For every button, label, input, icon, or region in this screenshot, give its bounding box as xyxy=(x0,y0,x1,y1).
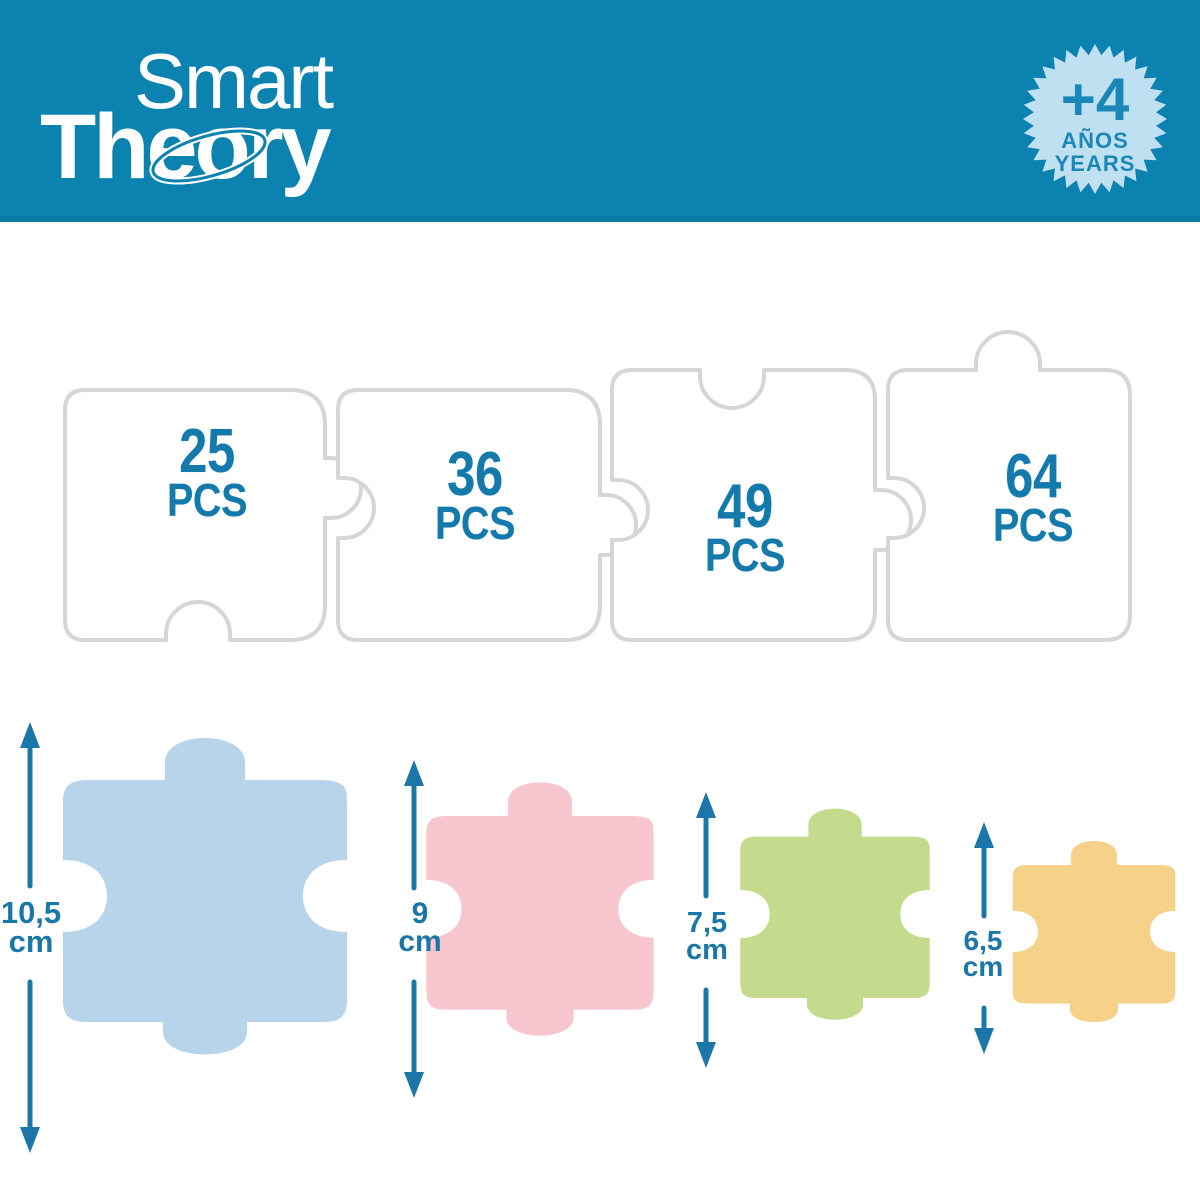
pcs-label-25: 25 PCS xyxy=(152,417,262,526)
puzzle-outline-49 xyxy=(610,368,913,642)
puzzle-outline-row xyxy=(0,290,1200,670)
size-piece-25 xyxy=(63,738,347,1055)
pcs-unit-25: PCS xyxy=(166,473,248,526)
pcs-number-64: 64 xyxy=(1005,442,1061,511)
age-badge-label-es: AÑOS xyxy=(1061,128,1129,153)
pcs-number-49: 49 xyxy=(717,472,773,541)
pcs-number-25: 25 xyxy=(179,417,235,486)
starburst-seal-icon xyxy=(1023,44,1167,194)
dimension-unit-36: cm xyxy=(398,925,442,959)
pcs-label-49: 49 PCS xyxy=(690,472,800,581)
pcs-unit-64: PCS xyxy=(992,498,1074,551)
dimension-label-64: 6,5 cm xyxy=(952,925,1014,983)
header-bar: Smart Theory +4 AÑOS YEARS xyxy=(0,0,1200,222)
dimension-label-36: 9 cm xyxy=(392,897,448,959)
dimension-unit-25: cm xyxy=(8,924,54,960)
pcs-label-64: 64 PCS xyxy=(978,442,1088,551)
orbit-swirl-inner-icon xyxy=(151,129,267,183)
dimension-label-25: 10,5 cm xyxy=(0,895,62,960)
puzzle-outline-36 xyxy=(336,388,638,642)
age-badge-label-en: YEARS xyxy=(1055,151,1136,176)
size-piece-64 xyxy=(1012,841,1176,1023)
size-piece-49 xyxy=(740,808,930,1020)
puzzle-outline-25 xyxy=(63,388,363,642)
dimension-arrow-25 xyxy=(20,722,40,1153)
pcs-label-36: 36 PCS xyxy=(420,440,530,549)
brand-name-smart: Smart xyxy=(134,37,334,125)
dimension-unit-64: cm xyxy=(962,951,1004,983)
dimension-unit-49: cm xyxy=(686,934,728,967)
age-badge: +4 AÑOS YEARS xyxy=(1018,42,1172,196)
age-badge-value: +4 xyxy=(1061,66,1130,133)
dimension-arrow-36 xyxy=(404,760,424,1098)
brand-logo: Smart Theory xyxy=(34,28,454,198)
dimension-value-49: 7,5 xyxy=(686,907,728,939)
puzzle-outline-64 xyxy=(886,330,1132,642)
pcs-unit-49: PCS xyxy=(704,528,786,581)
dimension-arrow-49 xyxy=(696,792,716,1068)
pcs-number-36: 36 xyxy=(447,440,503,509)
size-comparison-row: 25 25 36 36 49 49 64 64 xyxy=(0,690,1200,1190)
dimension-value-36: 9 xyxy=(411,897,429,930)
pcs-unit-36: PCS xyxy=(434,496,516,549)
dimension-label-49: 7,5 cm xyxy=(676,907,738,967)
dimension-value-64: 6,5 xyxy=(963,925,1003,956)
dimension-arrow-64 xyxy=(974,822,994,1054)
header-underline xyxy=(0,216,1200,222)
dimension-value-25: 10,5 xyxy=(0,895,62,930)
